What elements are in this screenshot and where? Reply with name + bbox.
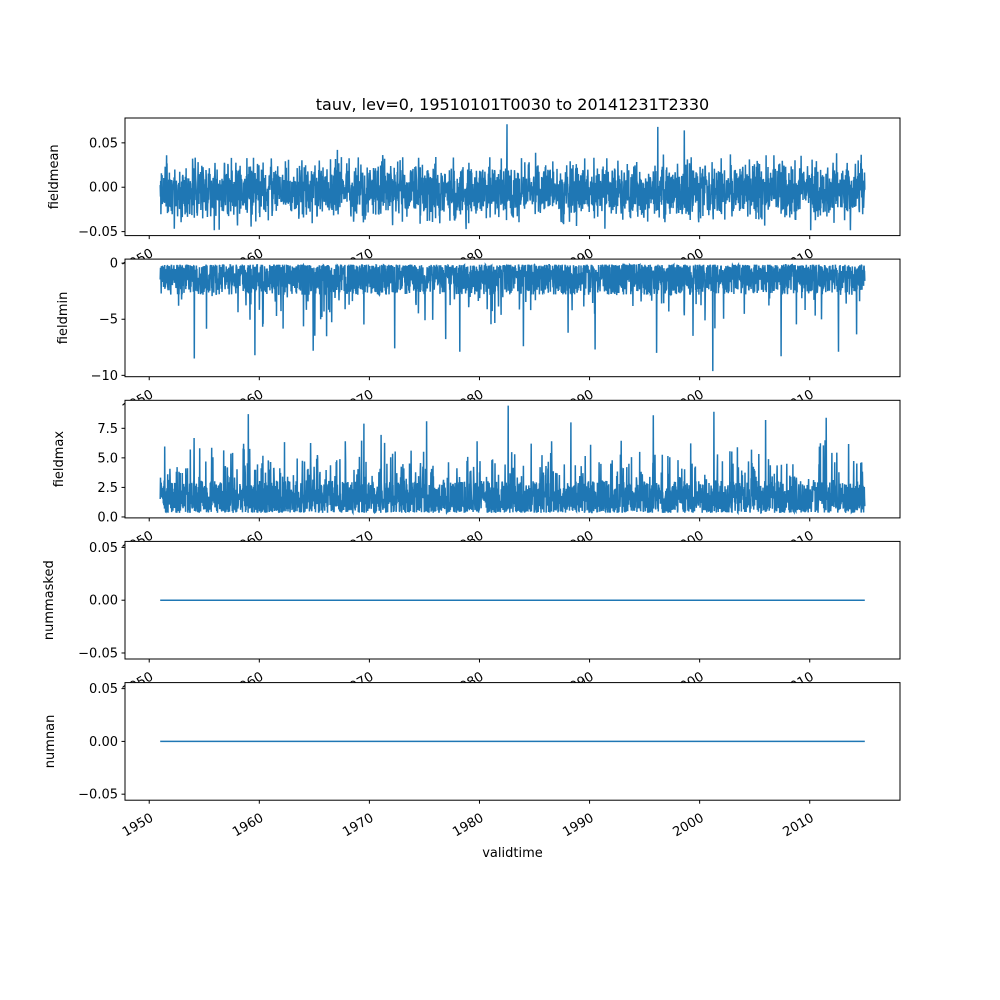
axes-spines [124,540,901,660]
x-tick-label: 1980 [450,811,486,841]
series-line [159,405,866,516]
y-axis-label: nummasked [42,560,57,640]
y-axis-label: fieldmean [47,144,62,209]
x-tick-label: 1970 [340,811,376,841]
y-axis-label: fieldmin [56,292,71,345]
x-tick-label: 2010 [781,811,817,841]
y-tick-label: −0.05 [78,646,118,661]
axes-spines [124,258,901,378]
y-tick-label: 0.05 [89,136,118,151]
y-tick-label: 7.5 [97,422,118,437]
figure-title: tauv, lev=0, 19510101T0030 to 20141231T2… [316,95,709,114]
series-line [159,124,866,231]
y-tick-label: 2.5 [97,481,118,496]
y-tick-label: −0.05 [78,225,118,240]
series-line [159,262,866,372]
y-tick-label: 0.0 [97,510,118,525]
x-axis-label: validtime [482,846,543,861]
x-tick-label: 1990 [560,811,596,841]
y-axis-label: numnan [43,715,58,769]
axes-spines [124,117,901,237]
x-tick-label: 1960 [230,811,266,841]
y-tick-label: −5 [99,313,118,328]
y-tick-label: 0 [110,257,118,272]
y-tick-label: −0.05 [78,788,118,803]
y-tick-label: 0.00 [89,181,118,196]
y-tick-label: 0.05 [89,541,118,556]
y-tick-label: 5.0 [97,451,118,466]
y-tick-label: 0.00 [89,735,118,750]
axes-spines [124,399,901,519]
y-tick-label: 0.05 [89,682,118,697]
y-tick-label: 0.00 [89,594,118,609]
y-axis-label: fieldmax [52,431,67,488]
x-tick-label: 2000 [670,811,706,841]
x-tick-label: 1950 [120,811,156,841]
axes-spines [124,682,901,801]
y-tick-label: −10 [91,369,118,384]
